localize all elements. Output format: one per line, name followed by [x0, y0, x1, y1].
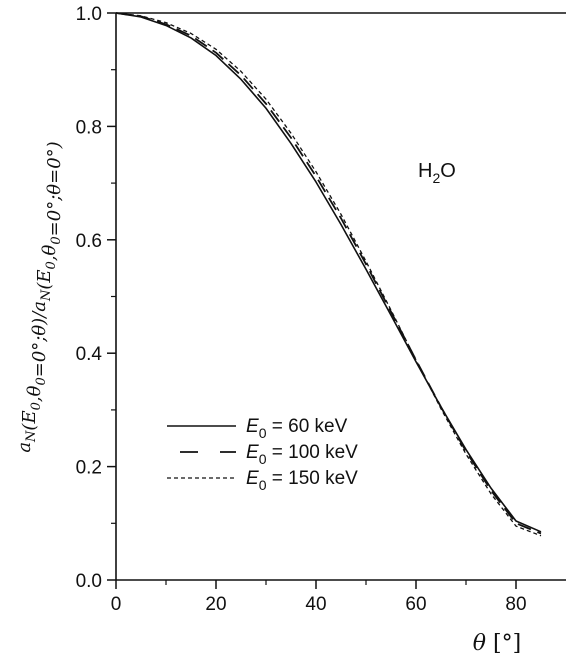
legend-label-3: E0 = 150 keV — [246, 468, 358, 493]
chart-ticks: 0 20 40 60 80 0.0 0.2 0.4 0.6 0.8 1.0 — [76, 4, 527, 615]
y-tick-label: 1.0 — [76, 4, 102, 25]
chart-axes — [115, 12, 566, 581]
y-tick-label: 0.8 — [76, 117, 102, 138]
y-tick-label: 0.2 — [76, 458, 102, 479]
y-tick-label: 0.4 — [76, 344, 103, 365]
x-tick-label: 20 — [205, 594, 226, 615]
chart-series — [115, 12, 542, 537]
y-tick-label: 0.0 — [76, 571, 102, 592]
legend-label-1: E0 = 60 keV — [246, 416, 348, 441]
legend-label-2: E0 = 100 keV — [246, 442, 358, 467]
series-line-1 — [115, 12, 542, 533]
x-tick-label: 60 — [405, 594, 426, 615]
x-axis-label: θ [°] — [473, 631, 521, 656]
x-tick-label: 40 — [305, 594, 326, 615]
x-tick-label: 80 — [505, 594, 526, 615]
y-axis-label: aN(E0,θ0=0°;θ)/aN(E0,θ0=0°;θ=0°) — [14, 141, 65, 452]
annotation-h2o: H2O — [418, 160, 456, 186]
y-tick-label: 0.6 — [76, 231, 102, 252]
x-tick-label: 0 — [111, 594, 122, 615]
series-line-2 — [115, 12, 542, 535]
series-line-3 — [115, 12, 542, 537]
